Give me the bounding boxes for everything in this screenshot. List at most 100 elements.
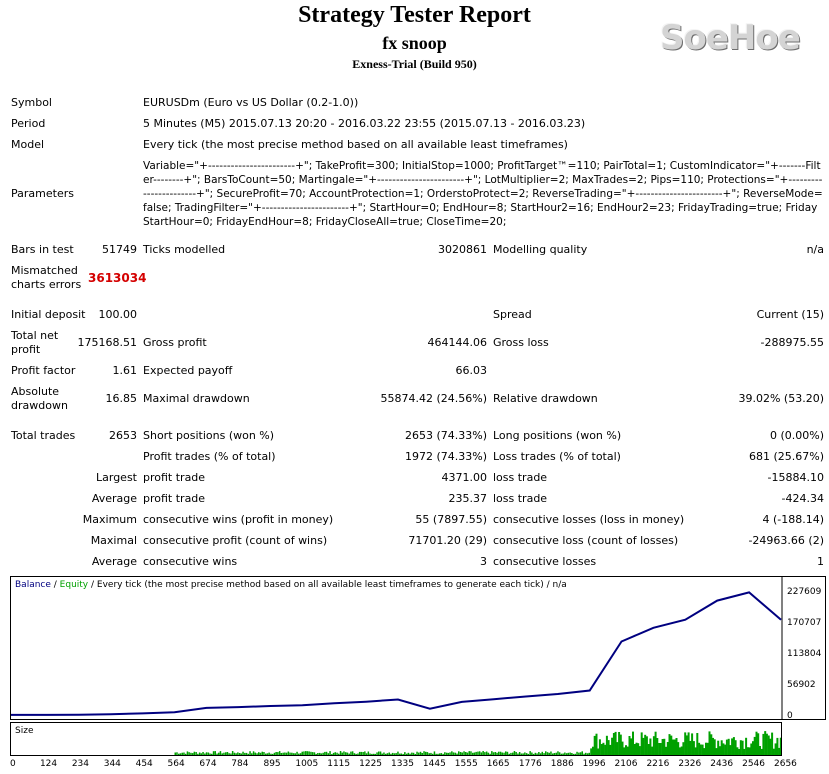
size-bar <box>280 753 283 755</box>
loss-trades-label: Loss trades (% of total) <box>493 450 621 463</box>
size-bar <box>607 740 610 755</box>
size-bar <box>562 753 564 755</box>
size-bar <box>774 743 777 755</box>
size-plot <box>174 731 781 755</box>
size-bar <box>776 737 779 755</box>
size-bar <box>645 736 648 755</box>
size-bar <box>287 751 290 755</box>
avg-cons-losses-label: consecutive losses <box>493 555 597 568</box>
size-bar <box>459 752 462 755</box>
size-bar <box>731 738 734 755</box>
size-bar <box>717 740 720 755</box>
size-bar <box>583 753 585 755</box>
max-cons-losses-value: 4 (-188.14) <box>762 513 824 526</box>
quality-label: Modelling quality <box>493 243 588 256</box>
bars-label: Bars in test <box>11 243 74 256</box>
size-bar <box>598 739 601 755</box>
size-bar <box>478 751 481 755</box>
size-bar <box>635 742 638 755</box>
size-bar <box>571 753 573 755</box>
size-bar <box>694 747 697 755</box>
size-bar <box>588 752 590 755</box>
gross-profit-value: 464144.06 <box>427 336 488 349</box>
size-bar <box>771 732 774 755</box>
size-bar <box>767 735 770 755</box>
size-bar <box>522 753 524 755</box>
size-bar <box>623 747 626 755</box>
balance-plot: 227609 170707 113804 56902 0 <box>11 577 822 719</box>
size-bar <box>402 754 404 755</box>
size-bar <box>205 752 208 755</box>
size-bar <box>277 752 279 755</box>
size-bar <box>430 752 432 755</box>
symbol-label: Symbol <box>11 96 52 109</box>
size-bar <box>480 752 483 755</box>
parameters-value: Variable="+-----------------------+"; Ta… <box>143 160 823 228</box>
size-bar <box>341 752 343 755</box>
size-bar <box>508 753 510 755</box>
size-bar <box>595 733 598 755</box>
size-bar <box>692 741 695 755</box>
size-bar <box>539 753 542 755</box>
gross-loss-value: -288975.55 <box>760 336 824 349</box>
x-tick-label: 2546 <box>742 759 766 769</box>
size-bar <box>400 753 403 755</box>
size-bar <box>501 752 503 755</box>
size-bar <box>564 752 566 755</box>
size-bar <box>468 751 470 755</box>
size-bar <box>345 752 347 755</box>
size-bar <box>755 731 758 755</box>
size-bar <box>456 753 458 755</box>
size-bar <box>186 751 189 755</box>
size-bar <box>298 753 300 755</box>
size-bar <box>729 745 732 755</box>
size-bar <box>226 752 229 755</box>
size-bar <box>442 753 444 755</box>
size-bar <box>259 752 262 755</box>
legend-sep: / <box>50 580 60 590</box>
size-bar <box>261 751 263 755</box>
size-bar <box>404 752 406 755</box>
size-bar <box>654 731 657 755</box>
size-bar <box>605 735 608 755</box>
x-tick-label: 2216 <box>646 759 670 769</box>
size-bar <box>463 751 465 755</box>
net-profit-value: 175168.51 <box>77 336 138 349</box>
profit-trades-value: 1972 (74.33%) <box>404 450 487 463</box>
size-bar <box>346 752 349 755</box>
legend-rest: / Every tick (the most precise method ba… <box>88 580 567 590</box>
size-bar <box>470 751 472 755</box>
size-panel: Size <box>10 722 782 756</box>
size-bar <box>411 752 413 755</box>
size-bar <box>578 752 580 755</box>
size-bar <box>585 752 587 755</box>
size-bar <box>381 753 383 755</box>
largest-label: Largest <box>96 471 137 484</box>
size-bar <box>685 735 688 755</box>
size-bar <box>545 751 547 755</box>
average-profit-value: 235.37 <box>448 492 488 505</box>
size-bar <box>405 753 408 755</box>
ticks-value: 3020861 <box>438 243 487 256</box>
size-bar <box>383 752 385 755</box>
size-bar <box>339 751 342 755</box>
size-bar <box>612 733 615 755</box>
size-bar <box>628 736 631 755</box>
size-bar <box>668 734 671 755</box>
parameters-label: Parameters <box>11 187 74 200</box>
size-bar <box>179 753 182 755</box>
size-bar <box>184 753 187 755</box>
size-bar <box>666 742 669 755</box>
size-bar <box>548 752 550 755</box>
size-bar <box>743 748 746 755</box>
size-bar <box>534 752 537 755</box>
size-bar <box>572 753 575 755</box>
size-bar <box>412 752 415 755</box>
size-bar <box>221 753 223 755</box>
size-bar <box>385 753 387 755</box>
size-bar <box>388 752 390 755</box>
size-bar <box>772 748 775 755</box>
model-label: Model <box>11 138 45 151</box>
model-value: Every tick (the most precise method base… <box>143 138 568 151</box>
size-bar <box>719 746 721 755</box>
